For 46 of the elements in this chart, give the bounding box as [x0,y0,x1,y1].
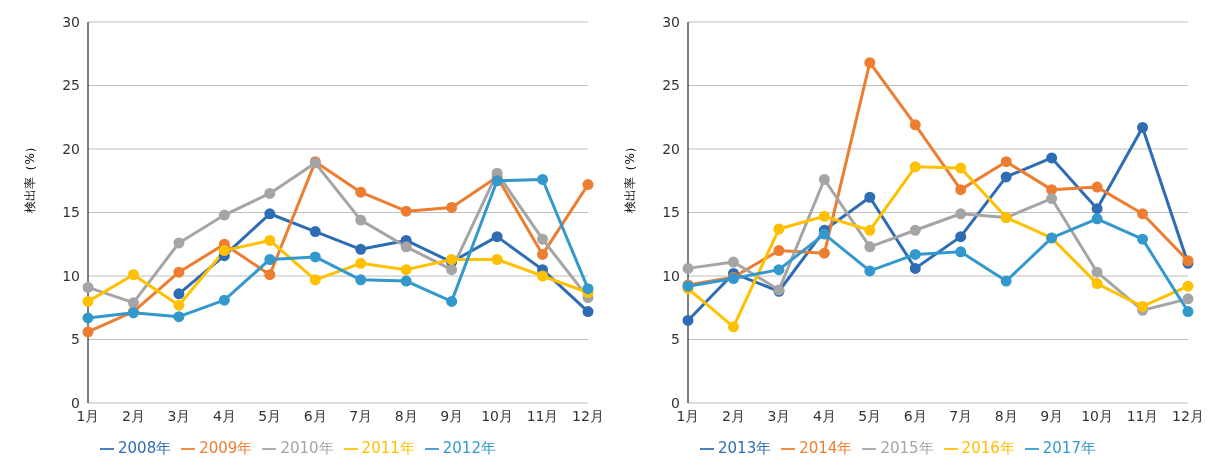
x-tick-label: 9月 [1040,407,1064,424]
x-tick-label: 10月 [481,407,513,424]
y-axis-title: 検出率（%） [23,141,38,213]
legend-label: 2015年 [880,439,934,457]
legend-label: 2010年 [280,439,334,457]
x-tick-label: 6月 [303,407,327,424]
x-tick-label: 8月 [994,407,1018,424]
x-tick-label: 7月 [349,407,373,424]
x-tick-label: 6月 [903,407,927,424]
y-axis-title: 検出率（%） [623,141,638,213]
legend-label: 2008年 [118,439,172,457]
y-tick-label: 20 [62,140,80,157]
y-tick-label: 30 [62,13,80,30]
x-tick-label: 5月 [858,407,882,424]
y-tick-label: 15 [662,204,680,221]
legend-label: 2009年 [199,439,253,457]
y-tick-label: 5 [671,331,680,348]
x-tick-label: 2月 [121,407,145,424]
x-tick-label: 10月 [1081,407,1113,424]
legend-label: 2011年 [361,439,415,457]
legend-label: 2012年 [442,439,496,457]
legend-label: 2016年 [961,439,1015,457]
x-tick-label: 2月 [721,407,745,424]
legend-label: 2014年 [799,439,853,457]
x-tick-label: 3月 [167,407,191,424]
x-tick-label: 11月 [526,407,559,424]
y-tick-label: 5 [71,331,80,348]
x-tick-label: 4月 [812,407,836,424]
x-tick-label: 12月 [572,407,604,424]
y-tick-label: 10 [662,267,680,284]
x-tick-label: 7月 [949,407,973,424]
x-tick-label: 8月 [394,407,418,424]
y-tick-label: 25 [62,77,80,94]
y-tick-label: 10 [62,267,80,284]
legend-label: 2013年 [718,439,772,457]
x-tick-label: 5月 [258,407,282,424]
x-tick-label: 11月 [1126,407,1159,424]
y-tick-label: 30 [662,13,680,30]
legend-label: 2017年 [1042,439,1096,457]
x-tick-label: 9月 [440,407,464,424]
y-tick-label: 20 [662,140,680,157]
x-tick-label: 12月 [1172,407,1204,424]
y-tick-label: 25 [662,77,680,94]
x-tick-label: 4月 [212,407,236,424]
y-tick-label: 15 [62,204,80,221]
x-tick-label: 3月 [767,407,791,424]
